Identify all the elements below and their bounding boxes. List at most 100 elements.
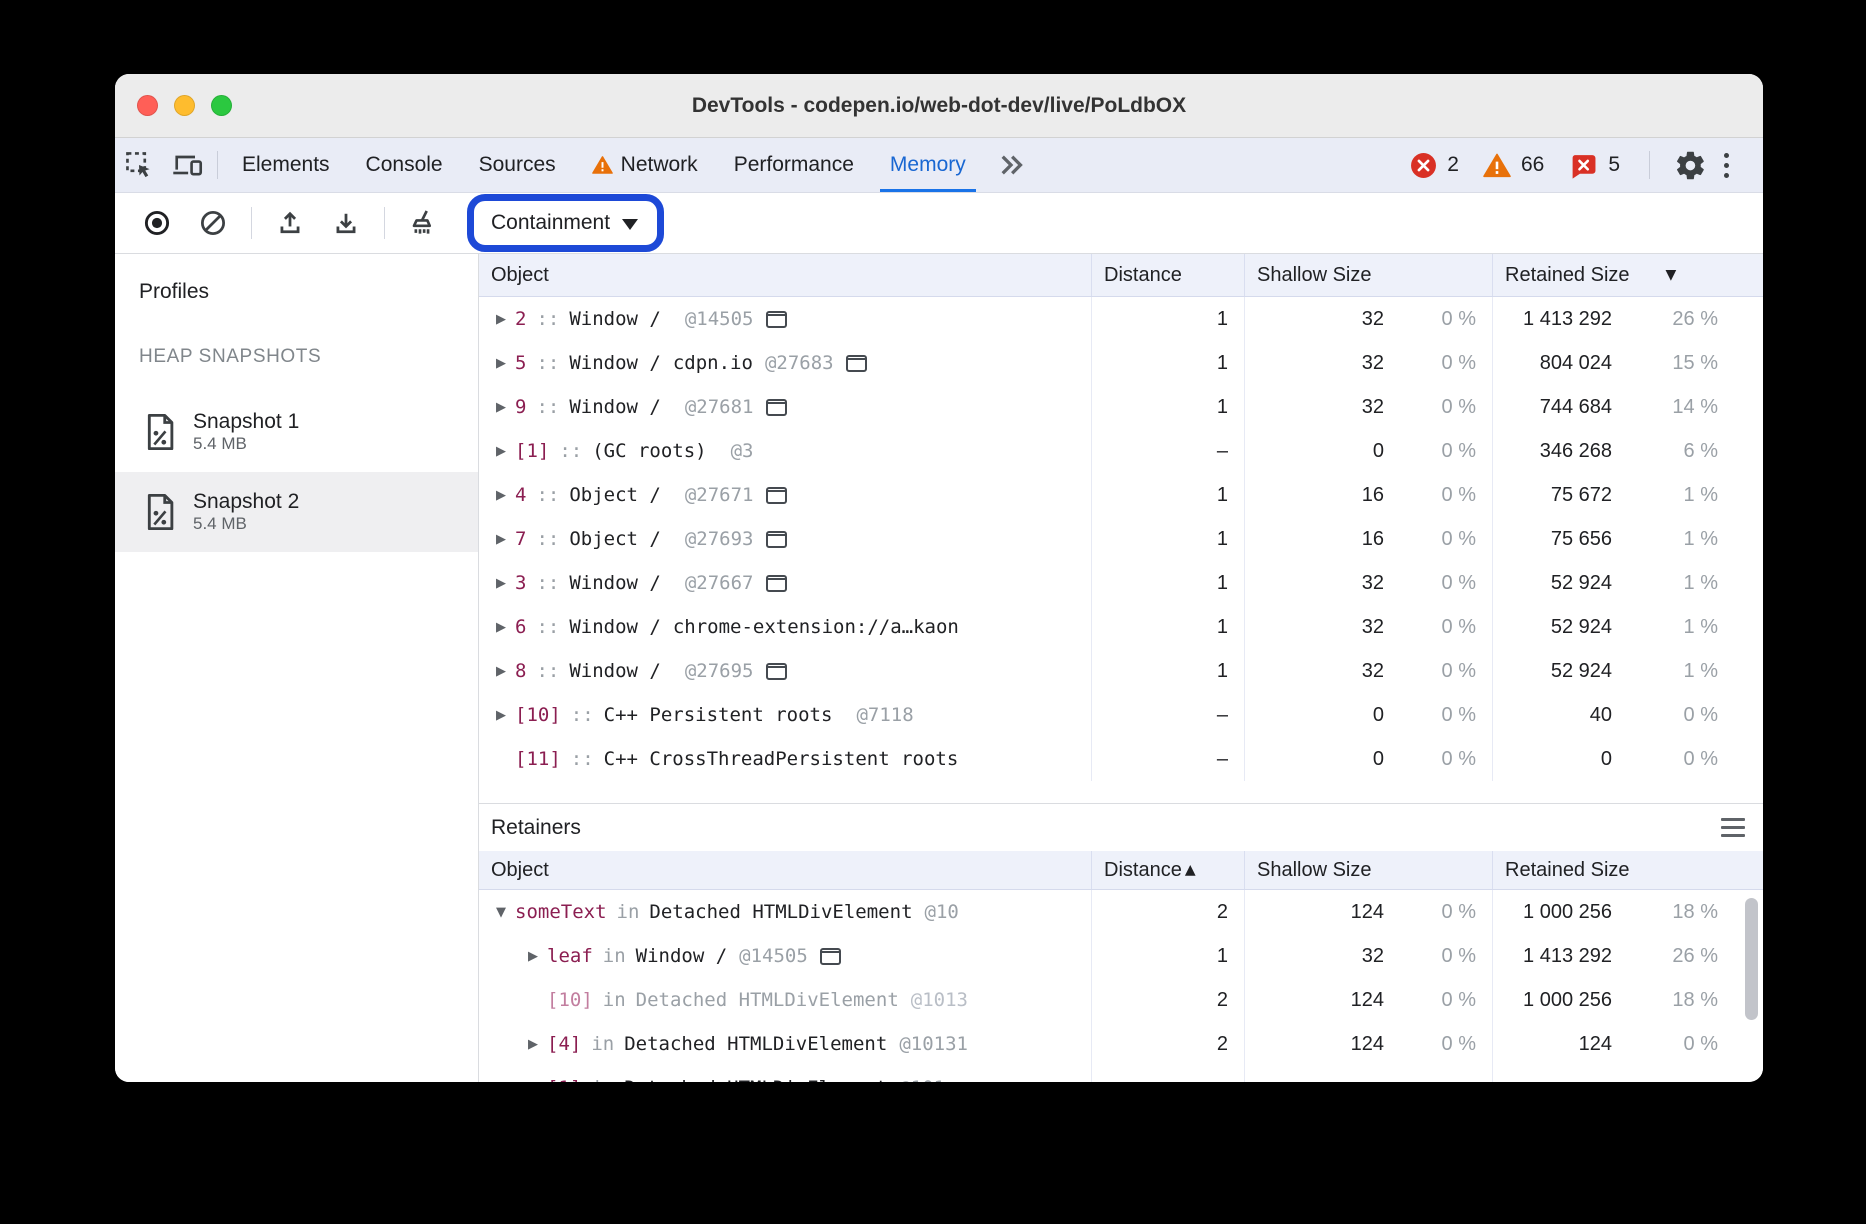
object-id: @27695 [684,660,754,682]
snapshot-size: 5.4 MB [193,514,247,534]
separator: :: [559,440,583,462]
twisty-icon[interactable] [491,312,511,327]
column-header-retained-size[interactable]: Retained Size ▼ [1505,263,1677,286]
inspect-element-icon[interactable] [115,138,163,192]
heap-snapshot-item[interactable]: Snapshot 1 5.4 MB [115,392,478,472]
heap-object-row[interactable]: [10] :: C++ Persistent roots @7118 – 0 0 … [479,693,1763,737]
more-tabs-icon[interactable] [984,138,1038,192]
warning-count[interactable]: 66 [1520,153,1545,176]
frame-icon[interactable] [765,662,787,680]
retainer-link-word: in [591,1077,614,1082]
retained-size-percent: 1 % [1683,615,1718,638]
retainer-target: Window / [635,945,728,967]
column-header-shallow-size[interactable]: Shallow Size [1245,254,1493,296]
minimize-window-button[interactable] [174,95,195,116]
retained-size-percent: 14 % [1672,395,1718,418]
twisty-icon[interactable] [491,444,511,459]
retainer-row[interactable]: someText in Detached HTMLDivElement @10 … [479,890,1763,934]
save-profile-icon[interactable] [318,196,374,250]
twisty-icon[interactable] [491,664,511,679]
record-heap-snapshot-icon[interactable] [129,196,185,250]
shallow-size-percent: 0 % [1441,439,1476,462]
frame-icon[interactable] [765,486,787,504]
more-options-icon[interactable] [1724,152,1729,178]
devtools-window: DevTools - codepen.io/web-dot-dev/live/P… [115,74,1763,1082]
settings-gear-icon[interactable] [1665,138,1715,192]
tab-network[interactable]: Network [574,138,716,192]
issues-icon[interactable] [1567,138,1599,192]
frame-icon[interactable] [819,947,841,965]
twisty-icon[interactable] [523,949,543,964]
shallow-size-value: 32 [1361,307,1384,330]
object-name: Window / [569,352,661,374]
column-header-shallow-size[interactable]: Shallow Size [1245,851,1493,889]
heap-object-row[interactable]: 3 :: Window / @27667 1 32 0 % 52 924 1 % [479,561,1763,605]
twisty-icon[interactable] [491,356,511,371]
distance-value: 2 [1216,900,1228,923]
frame-icon[interactable] [765,530,787,548]
close-window-button[interactable] [137,95,158,116]
column-header-object[interactable]: Object [479,254,1092,296]
twisty-icon[interactable] [491,532,511,547]
retainer-link-word: in [591,1033,615,1055]
perspective-dropdown[interactable]: Containment [477,204,655,242]
heap-object-row[interactable]: 6 :: Window / chrome-extension://a…kaon … [479,605,1763,649]
object-name: Object / [569,484,661,506]
zoom-window-button[interactable] [211,95,232,116]
vertical-scrollbar[interactable] [1745,898,1758,1020]
tab-memory[interactable]: Memory [872,138,984,192]
twisty-icon[interactable] [491,576,511,591]
device-toolbar-icon[interactable] [163,138,211,192]
retainer-row[interactable]: [10] in Detached HTMLDivElement @1013 2 … [479,978,1763,1022]
load-profile-icon[interactable] [262,196,318,250]
frame-icon[interactable] [765,310,787,328]
tab-sources[interactable]: Sources [461,138,574,192]
twisty-icon[interactable] [491,400,511,415]
snapshot-name: Snapshot 1 [193,409,300,433]
warnings-icon[interactable] [1482,138,1512,192]
heap-object-row[interactable]: [1] :: (GC roots) @3 – 0 0 % 346 268 6 % [479,429,1763,473]
twisty-icon[interactable] [491,708,511,723]
heap-object-row[interactable]: 8 :: Window / @27695 1 32 0 % 52 924 1 % [479,649,1763,693]
twisty-icon[interactable] [523,1037,543,1052]
twisty-icon[interactable] [491,488,511,503]
column-header-distance[interactable]: Distance [1092,254,1245,296]
shallow-size-value: 0 [1372,747,1384,770]
column-header-object[interactable]: Object [479,851,1092,889]
heap-object-row[interactable]: 5 :: Window / cdpn.io @27683 1 32 0 % 804… [479,341,1763,385]
snapshot-list: Snapshot 1 5.4 MB Snapshot 2 5.4 MB [115,392,478,552]
heap-object-row[interactable]: 2 :: Window / @14505 1 32 0 % 1 413 292 26… [479,297,1763,341]
twisty-icon[interactable] [491,620,511,635]
error-count[interactable]: 2 [1447,153,1459,176]
clear-profiles-icon[interactable] [185,196,241,250]
retainer-row[interactable]: leaf in Window / @14505 1 32 0 % 1 413 29… [479,934,1763,978]
column-header-retained-size[interactable]: Retained Size [1505,858,1630,881]
frame-icon[interactable] [765,574,787,592]
twisty-icon[interactable] [491,905,511,920]
devtools-tabbar: Elements Console Sources N [115,138,1763,193]
heap-snapshot-item[interactable]: Snapshot 2 5.4 MB [115,472,478,552]
heap-object-row[interactable]: 7 :: Object / @27693 1 16 0 % 75 656 1 % [479,517,1763,561]
shallow-size-percent: 0 % [1441,900,1476,923]
retainer-row[interactable]: [1] in Detached HTMLDivElement @101 [479,1066,1763,1082]
clear-all-broom-icon[interactable] [395,196,451,250]
retained-size-value: 744 684 [1539,395,1612,418]
issue-count[interactable]: 5 [1608,153,1620,176]
errors-icon[interactable] [1408,138,1438,192]
column-header-distance[interactable]: Distance ▲ [1092,851,1245,889]
heap-object-row[interactable]: [11] :: C++ CrossThreadPersistent roots … [479,737,1763,781]
frame-icon[interactable] [765,398,787,416]
retainer-row[interactable]: [4] in Detached HTMLDivElement @10131 2 … [479,1022,1763,1066]
object-index: [1] [515,440,550,462]
heap-object-row[interactable]: 9 :: Window / @27681 1 32 0 % 744 684 14 % [479,385,1763,429]
shallow-size-percent: 0 % [1441,703,1476,726]
containment-table-rows: 2 :: Window / @14505 1 320 % 1 413 29226… [479,297,1763,781]
shallow-size-percent: 0 % [1441,483,1476,506]
frame-icon[interactable] [845,354,867,372]
tab-console[interactable]: Console [348,138,461,192]
tab-elements[interactable]: Elements [224,138,348,192]
tab-performance[interactable]: Performance [716,138,872,192]
retainers-menu-icon[interactable] [1721,818,1745,837]
tab-label: Memory [889,153,966,176]
heap-object-row[interactable]: 4 :: Object / @27671 1 16 0 % 75 672 1 % [479,473,1763,517]
